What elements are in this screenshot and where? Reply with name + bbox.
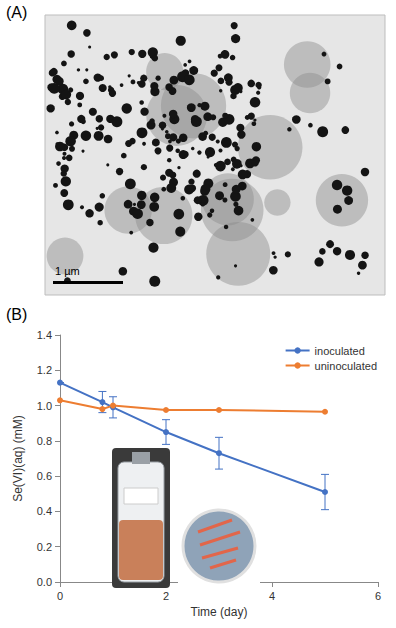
svg-text:(A): (A) <box>6 4 27 21</box>
svg-text:4: 4 <box>269 590 275 602</box>
svg-text:0.8: 0.8 <box>37 435 52 447</box>
svg-text:1.2: 1.2 <box>37 364 52 376</box>
svg-text:(B): (B) <box>6 306 27 323</box>
svg-text:uninoculated: uninoculated <box>315 360 377 372</box>
svg-text:0.4: 0.4 <box>37 505 52 517</box>
svg-text:1 µm: 1 µm <box>55 265 80 277</box>
svg-text:inoculated: inoculated <box>315 345 365 357</box>
svg-text:6: 6 <box>375 590 381 602</box>
svg-text:0.6: 0.6 <box>37 470 52 482</box>
svg-text:1.0: 1.0 <box>37 400 52 412</box>
svg-text:0.2: 0.2 <box>37 541 52 553</box>
svg-text:1.4: 1.4 <box>37 329 52 341</box>
svg-text:0.0: 0.0 <box>37 576 52 588</box>
svg-text:Se(VI)(aq) (mM): Se(VI)(aq) (mM) <box>11 415 25 502</box>
svg-text:2: 2 <box>163 590 169 602</box>
svg-text:Time (day): Time (day) <box>191 605 248 619</box>
svg-text:0: 0 <box>57 590 63 602</box>
